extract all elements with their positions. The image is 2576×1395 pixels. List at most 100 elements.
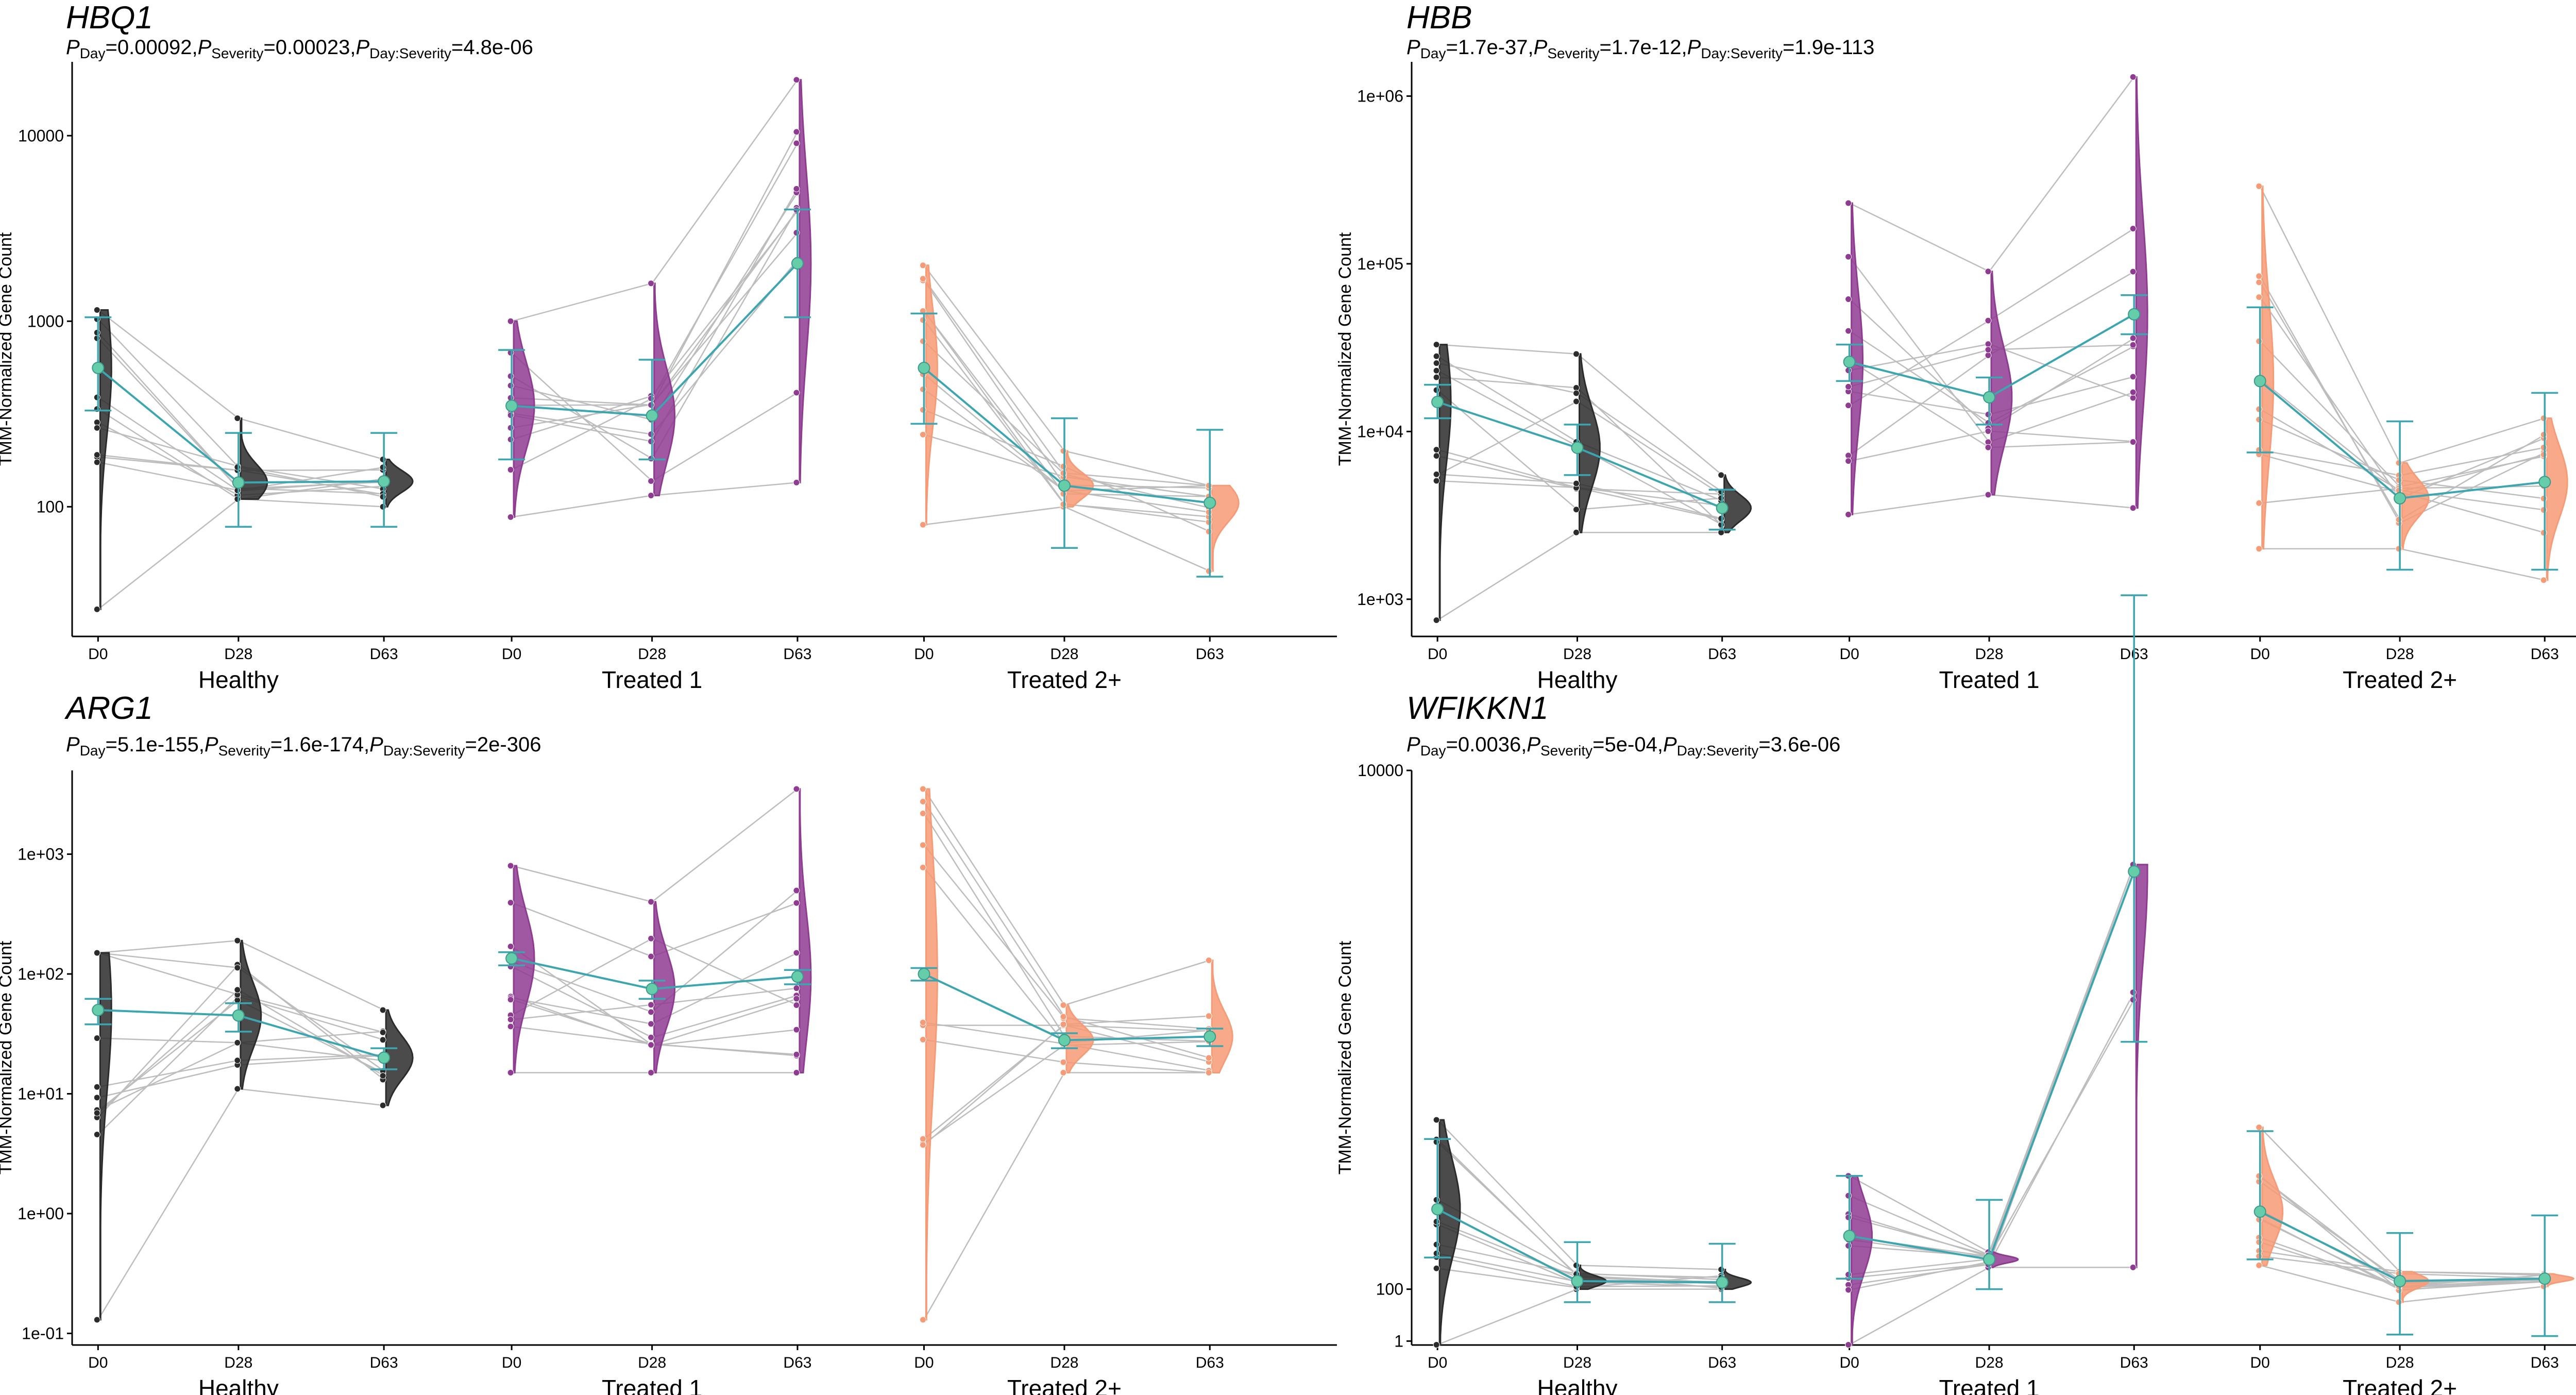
data-point xyxy=(2540,451,2547,458)
mean-point xyxy=(1716,501,1728,514)
data-point xyxy=(1433,1265,1440,1272)
data-point xyxy=(379,1036,386,1044)
data-point xyxy=(93,419,100,426)
data-point xyxy=(648,477,655,484)
data-point xyxy=(2395,516,2402,523)
x-tick-label: D63 xyxy=(1196,646,1224,663)
x-tick-label: D28 xyxy=(224,646,252,663)
data-point xyxy=(2540,444,2547,451)
x-tick-label: D63 xyxy=(2531,646,2559,663)
data-point xyxy=(2256,1262,2263,1269)
data-point xyxy=(1985,411,1992,418)
panel-title: HBB xyxy=(1406,0,1472,36)
data-point xyxy=(793,1069,800,1077)
data-point xyxy=(507,373,514,380)
data-point xyxy=(1205,528,1212,535)
data-point xyxy=(234,1039,241,1046)
data-point xyxy=(1845,253,1852,260)
data-point xyxy=(1573,529,1580,536)
paired-line xyxy=(1849,494,2134,515)
data-point xyxy=(1060,469,1067,477)
data-point xyxy=(1845,1271,1852,1278)
data-point xyxy=(1205,1054,1212,1062)
data-point xyxy=(1845,199,1852,207)
violin xyxy=(2401,462,2430,550)
paired-line xyxy=(923,845,1210,1030)
y-tick-label: 1e+04 xyxy=(1357,422,1403,441)
data-point xyxy=(2129,334,2137,342)
data-point xyxy=(648,280,655,287)
data-point xyxy=(1205,1013,1212,1020)
data-point xyxy=(648,401,655,409)
data-point xyxy=(1573,480,1580,487)
group-label: Treated 1 xyxy=(1939,1375,2039,1395)
data-point xyxy=(2540,529,2547,536)
data-point xyxy=(234,1057,241,1064)
data-point xyxy=(919,798,926,805)
group-label: Treated 1 xyxy=(602,666,702,693)
data-point xyxy=(1433,616,1440,624)
data-point xyxy=(2540,415,2547,422)
data-point xyxy=(919,864,926,871)
data-point xyxy=(2256,545,2263,552)
data-point xyxy=(93,1094,100,1101)
data-point xyxy=(2129,1264,2137,1271)
data-point xyxy=(234,986,241,994)
data-point xyxy=(2129,268,2137,275)
data-point xyxy=(793,1026,800,1033)
paired-line xyxy=(1849,999,2135,1258)
data-point xyxy=(1845,1286,1852,1293)
mean-point xyxy=(791,257,804,270)
data-point xyxy=(1433,1250,1440,1257)
data-point xyxy=(1433,1341,1440,1349)
group-label: Healthy xyxy=(198,666,279,693)
data-point xyxy=(793,1051,800,1058)
violin xyxy=(1851,1175,1873,1346)
data-point xyxy=(2256,406,2263,413)
paired-line xyxy=(2259,1176,2545,1284)
data-point xyxy=(1845,1341,1852,1349)
data-point xyxy=(2540,495,2547,502)
data-point xyxy=(507,412,514,419)
data-point xyxy=(2256,1124,2263,1131)
violin xyxy=(799,788,812,1074)
violin xyxy=(240,417,268,500)
data-point xyxy=(507,943,514,950)
data-point xyxy=(1573,1262,1580,1269)
data-point xyxy=(1845,327,1852,334)
x-tick-label: D63 xyxy=(1708,1354,1736,1371)
paired-line xyxy=(1437,1139,1722,1283)
y-tick-label: 1e+06 xyxy=(1357,87,1403,105)
violin xyxy=(1438,1119,1461,1346)
data-point xyxy=(1433,1196,1440,1203)
data-point xyxy=(1985,444,1992,451)
data-point xyxy=(919,316,926,324)
p-values: PDay=0.0036,PSeverity=5e-04,PDay:Severit… xyxy=(1406,733,1840,759)
data-point xyxy=(93,606,100,613)
data-point xyxy=(1845,1192,1852,1199)
panel-title: WFIKKN1 xyxy=(1406,691,1549,726)
mean-point xyxy=(1204,496,1216,509)
data-point xyxy=(1205,482,1212,489)
x-tick-label: D63 xyxy=(370,1354,398,1371)
data-point xyxy=(507,513,514,520)
y-axis-label: TMM-Normalized Gene Count xyxy=(0,940,15,1174)
y-tick-label: 10000 xyxy=(18,126,64,145)
data-point xyxy=(648,953,655,960)
data-point xyxy=(1845,367,1852,374)
data-point xyxy=(507,317,514,325)
x-tick-label: D63 xyxy=(783,646,811,663)
group-label: Healthy xyxy=(1537,1375,1618,1395)
data-point xyxy=(1573,390,1580,397)
x-tick-label: D0 xyxy=(88,1354,108,1371)
x-tick-label: D63 xyxy=(2120,1354,2148,1371)
data-point xyxy=(507,1023,514,1030)
x-tick-label: D28 xyxy=(2386,646,2414,663)
mean-point xyxy=(918,967,930,980)
data-point xyxy=(1573,350,1580,358)
data-point xyxy=(2129,439,2137,446)
paired-line xyxy=(97,498,384,610)
violin xyxy=(1990,1251,2019,1268)
data-point xyxy=(648,438,655,445)
